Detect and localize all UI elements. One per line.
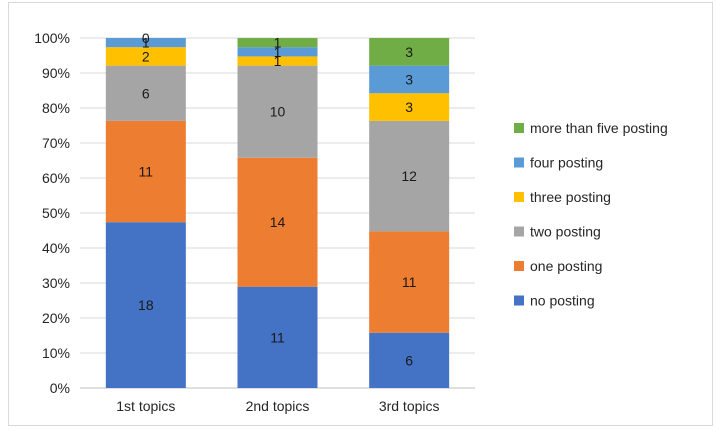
y-tick-label: 40%: [42, 240, 70, 256]
bar-segment: [237, 56, 318, 66]
y-tick-label: 70%: [42, 135, 70, 151]
bar-segment: [369, 231, 450, 333]
y-tick-label: 50%: [42, 205, 70, 221]
data-label: 3: [405, 71, 413, 87]
legend-swatch: [514, 157, 524, 168]
data-label: 1: [274, 35, 282, 51]
data-label: 0: [142, 30, 150, 46]
bar-segment: [237, 38, 318, 48]
legend-swatch: [514, 123, 524, 133]
legend-label: no posting: [530, 293, 595, 309]
legend-label: one posting: [530, 258, 602, 274]
data-label: 11: [139, 164, 154, 180]
legend-label: four posting: [530, 155, 603, 171]
data-label: 1: [142, 35, 150, 51]
bar-segment: [369, 65, 450, 94]
data-label: 14: [270, 214, 286, 230]
data-label: 1: [274, 53, 282, 69]
y-tick-label: 20%: [42, 310, 70, 326]
legend-label: more than five posting: [530, 120, 668, 136]
data-label: 18: [138, 297, 154, 313]
x-tick-label: 2nd topics: [246, 398, 310, 414]
y-tick-label: 60%: [42, 170, 70, 186]
data-label: 2: [142, 48, 150, 64]
legend-label: three posting: [530, 189, 611, 205]
legend-swatch: [514, 295, 524, 306]
legend-swatch: [514, 261, 524, 271]
data-label: 6: [142, 85, 150, 101]
x-tick-label: 3rd topics: [379, 398, 440, 414]
legend-label: two posting: [530, 224, 601, 240]
data-label: 10: [270, 104, 286, 120]
legend-swatch: [514, 192, 524, 202]
bar-segment: [369, 332, 450, 388]
bar-segment: [105, 47, 186, 66]
y-tick-label: 10%: [42, 345, 70, 361]
data-label: 3: [405, 44, 413, 60]
bar-segment: [105, 120, 186, 223]
bar-segment: [237, 286, 318, 388]
y-tick-label: 0%: [50, 380, 70, 396]
y-tick-label: 90%: [42, 65, 70, 81]
bar-segment: [237, 47, 318, 57]
data-label: 11: [270, 329, 285, 345]
bar-segment: [105, 38, 186, 48]
bar-segment: [237, 157, 318, 287]
bar-segment: [105, 222, 186, 388]
y-tick-label: 30%: [42, 275, 70, 291]
legend-swatch: [514, 226, 524, 237]
y-tick-label: 100%: [34, 30, 70, 46]
data-label: 12: [401, 168, 417, 184]
data-label: 11: [402, 274, 417, 290]
x-tick-label: 1st topics: [116, 398, 175, 414]
data-label: 1: [274, 44, 282, 60]
data-label: 6: [405, 352, 413, 368]
bar-segment: [369, 38, 450, 66]
bar-segment: [105, 65, 186, 121]
data-label: 3: [405, 99, 413, 115]
y-tick-label: 80%: [42, 100, 70, 116]
bar-segment: [369, 120, 450, 232]
bar-segment: [369, 93, 450, 121]
bar-segment: [237, 65, 318, 158]
